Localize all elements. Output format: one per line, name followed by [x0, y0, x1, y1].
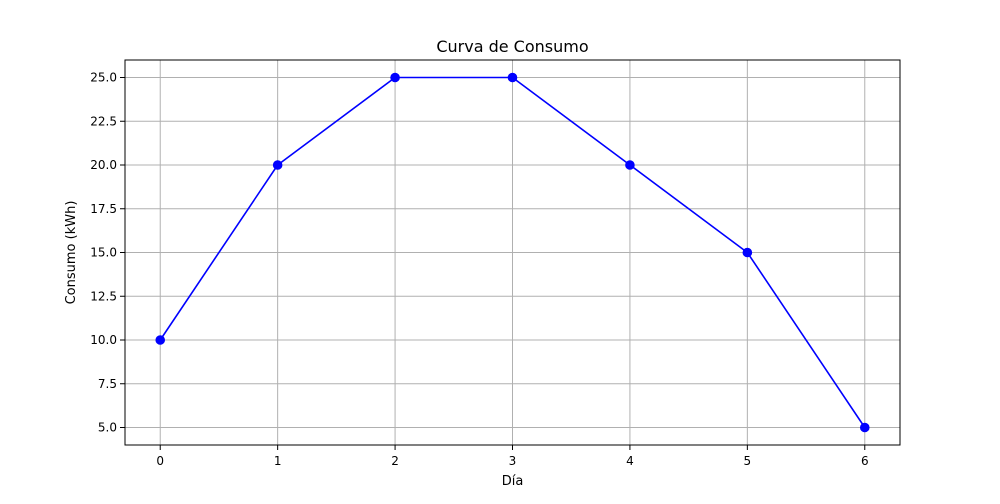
y-tick-label: 12.5: [90, 289, 117, 303]
x-tick-label: 5: [744, 454, 752, 468]
series-layer: [155, 72, 870, 433]
y-tick-label: 17.5: [90, 202, 117, 216]
data-point: [625, 160, 635, 170]
y-tick-label: 15.0: [90, 246, 117, 260]
x-tick-label: 2: [391, 454, 399, 468]
y-tick-label: 5.0: [98, 421, 117, 435]
axis-ticks: 0 1 2 3 4 5 6 5.0 7.5 10.0 12.5 15.0 17.5 20.0 22.5 25.…: [90, 71, 868, 469]
y-axis-label: Consumo (kWh): [64, 201, 79, 305]
x-axis-label: Día: [502, 474, 524, 489]
y-tick-label: 20.0: [90, 158, 117, 172]
x-tick-label: 1: [274, 454, 282, 468]
data-point: [390, 72, 400, 83]
x-tick-label: 0: [156, 454, 164, 468]
data-point: [742, 247, 753, 258]
x-tick-label: 3: [509, 454, 517, 468]
y-tick-label: 22.5: [90, 114, 117, 128]
y-tick-label: 7.5: [98, 377, 117, 391]
y-tick-label: 10.0: [90, 333, 117, 347]
data-point: [155, 335, 166, 345]
grid: [125, 60, 900, 445]
y-tick-label: 25.0: [90, 71, 117, 85]
x-tick-label: 4: [626, 454, 634, 468]
chart-title: Curva de Consumo: [436, 37, 588, 56]
data-point: [507, 72, 518, 83]
data-point: [859, 422, 870, 433]
x-tick-label: 6: [861, 454, 869, 468]
data-point: [272, 160, 283, 170]
